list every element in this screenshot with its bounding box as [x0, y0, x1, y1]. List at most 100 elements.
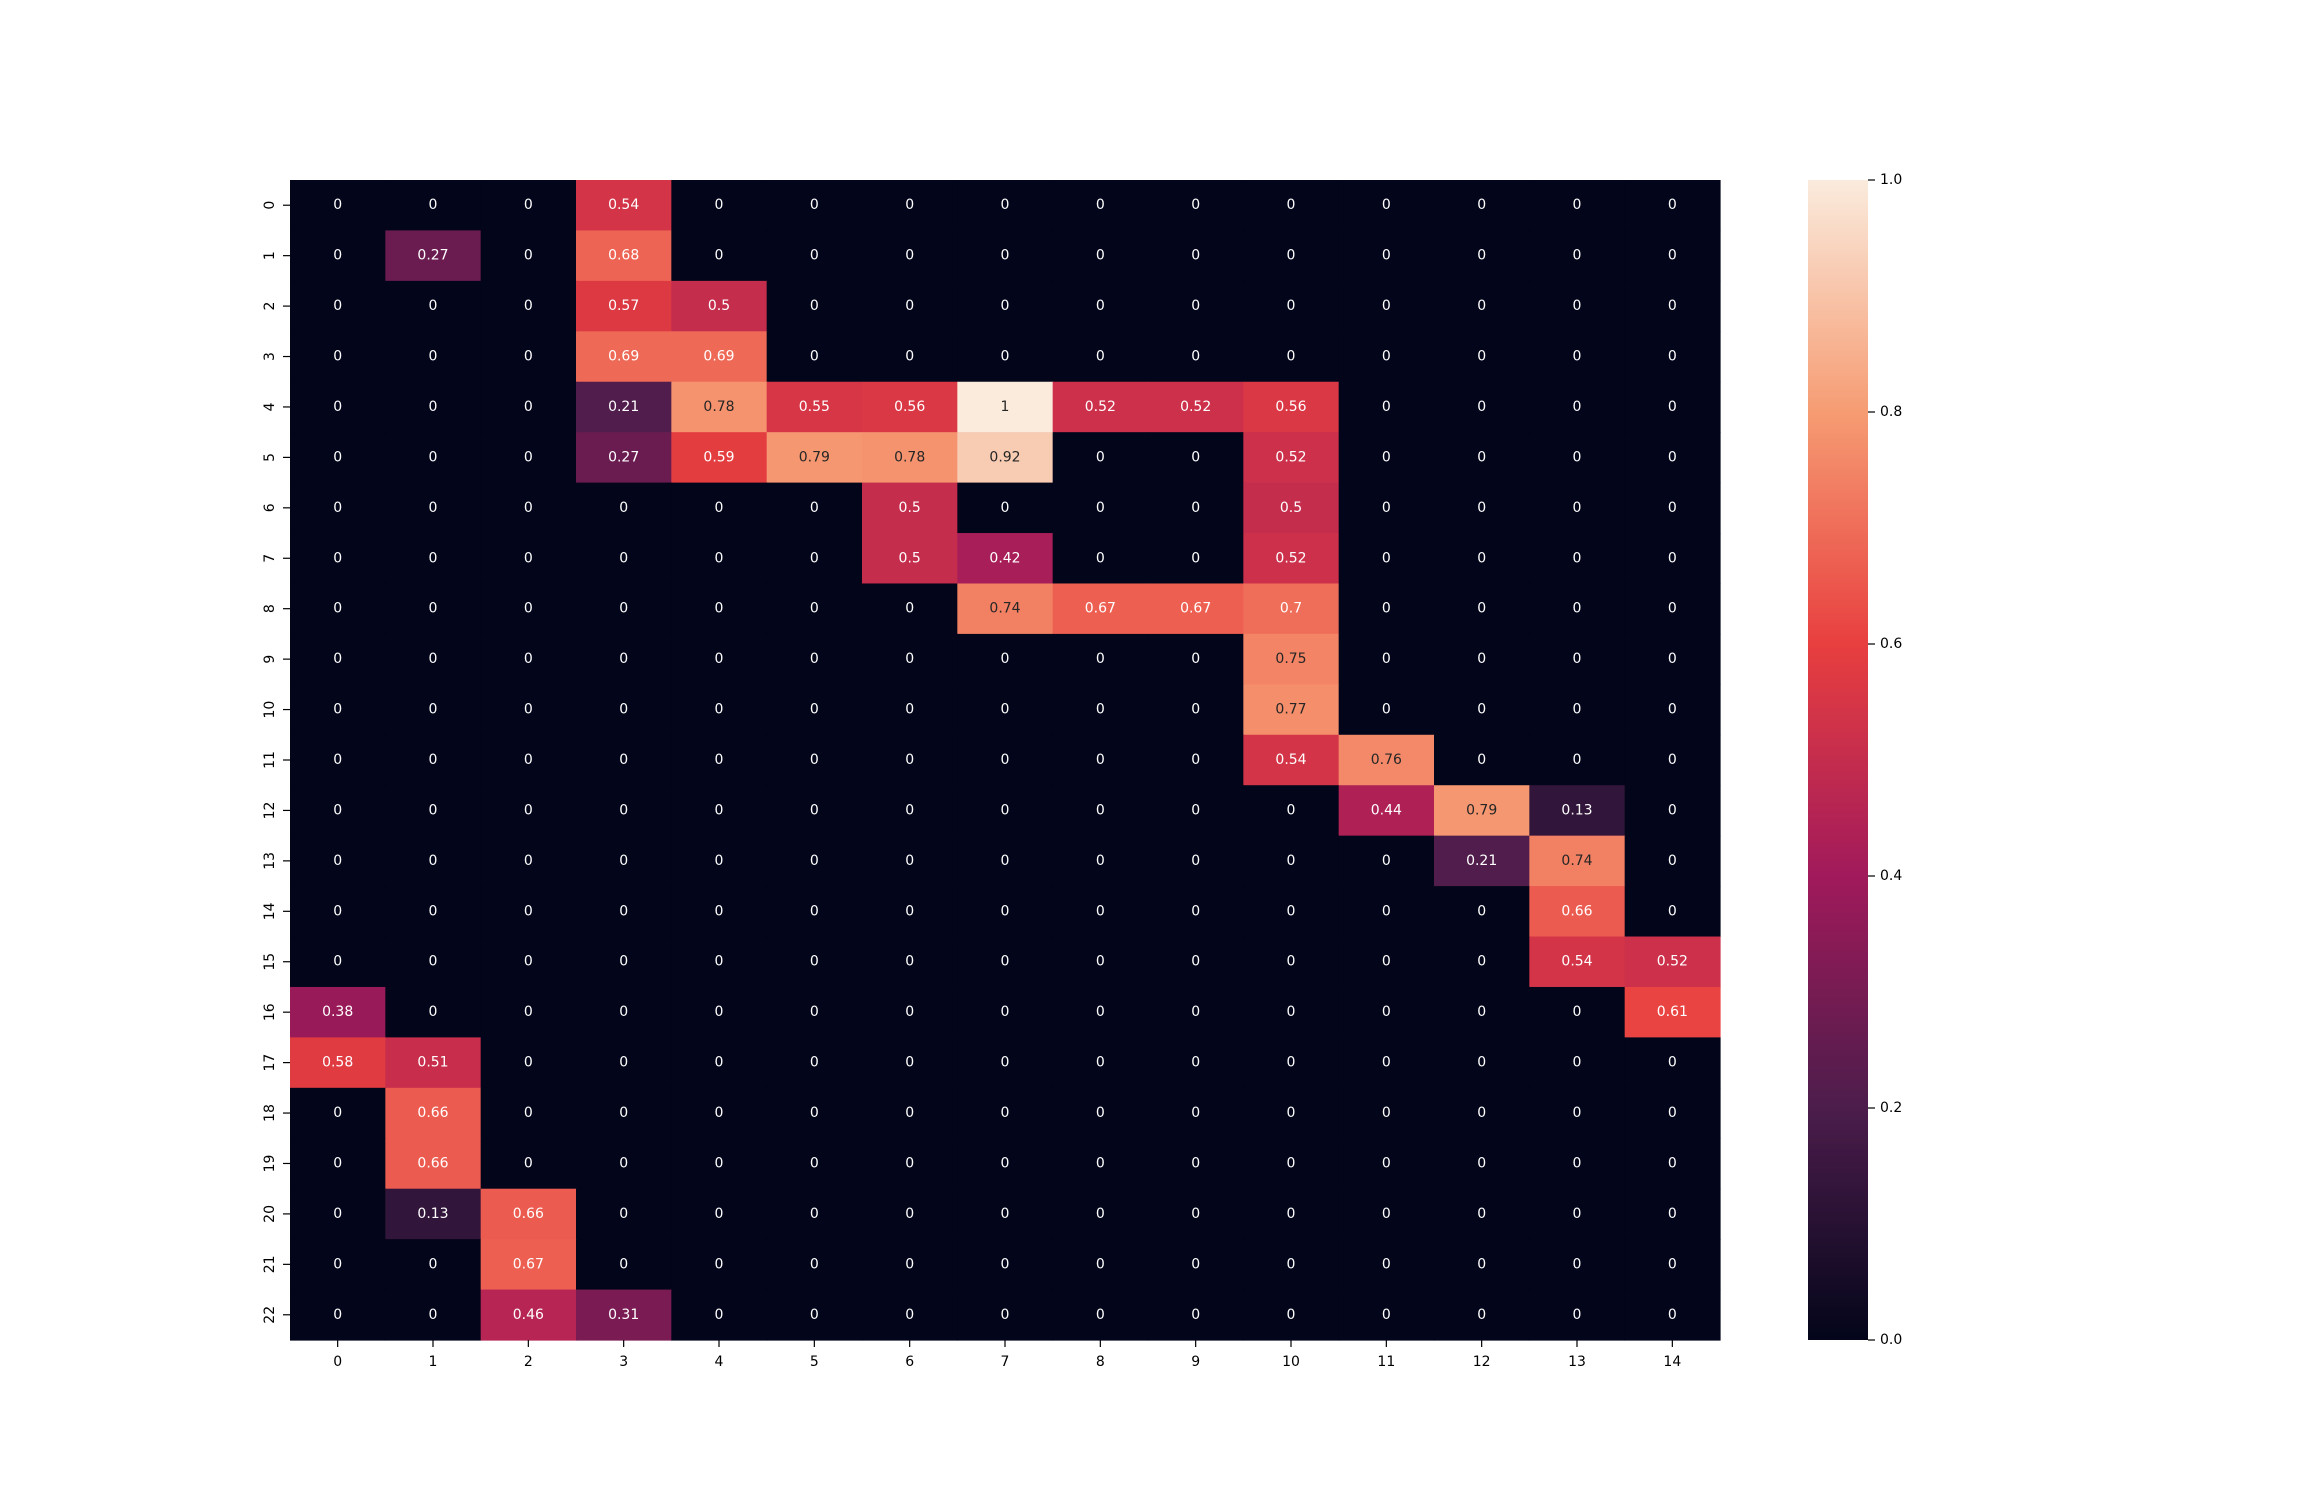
- heatmap-cell: [1338, 734, 1435, 786]
- cell-value-label: 0: [1001, 903, 1010, 919]
- heatmap-cell: [1148, 280, 1244, 332]
- heatmap-cell: [1052, 280, 1149, 332]
- heatmap-cell: [385, 986, 482, 1038]
- cell-value-label: 0: [1096, 651, 1105, 667]
- heatmap-cell: [480, 482, 577, 534]
- y-tick-label: 6: [262, 503, 278, 512]
- heatmap-cell: [1624, 835, 1721, 887]
- cell-value-label: 0: [1287, 349, 1296, 365]
- cell-value-label: 0: [1096, 1307, 1105, 1323]
- heatmap-cell: [1338, 533, 1435, 585]
- heatmap-cell: [1434, 280, 1530, 332]
- cell-value-label: 0: [429, 853, 438, 869]
- cell-value-label: 0: [1382, 298, 1391, 314]
- cell-value-label: 0: [810, 702, 819, 718]
- heatmap-cell: [1434, 633, 1530, 685]
- cell-value-label: 0: [1191, 802, 1200, 818]
- heatmap-cell: [1243, 936, 1340, 988]
- heatmap-cell: [1148, 1239, 1244, 1291]
- heatmap-cell: [1434, 180, 1530, 232]
- cell-value-label: 0: [905, 1105, 914, 1121]
- heatmap-cell: [1243, 1087, 1340, 1139]
- cell-value-label: 0: [715, 1055, 724, 1071]
- cell-value-label: 0.5: [1280, 500, 1302, 516]
- heatmap-cell: [862, 331, 958, 383]
- cell-value-label: 0: [1096, 349, 1105, 365]
- cell-value-label: 0: [1477, 903, 1486, 919]
- cell-value-label: 0.5: [708, 298, 730, 314]
- cell-value-label: 0: [1191, 1307, 1200, 1323]
- cell-value-label: 0: [1191, 550, 1200, 566]
- heatmap-cell: [576, 180, 672, 232]
- cell-value-label: 0: [1573, 1155, 1582, 1171]
- cell-value-label: 0.57: [608, 298, 639, 314]
- heatmap-cell: [385, 280, 482, 332]
- cell-value-label: 0: [810, 1256, 819, 1272]
- cell-value-label: 0: [1573, 1256, 1582, 1272]
- x-tick-label: 9: [1191, 1354, 1200, 1370]
- heatmap-cell: [1243, 986, 1340, 1038]
- cell-value-label: 0: [524, 903, 533, 919]
- cell-value-label: 0.55: [799, 399, 830, 415]
- heatmap-cell: [957, 1138, 1054, 1190]
- heatmap-cell: [1624, 482, 1721, 534]
- heatmap-cell: [671, 1239, 768, 1291]
- heatmap-cell: [1624, 180, 1721, 232]
- cell-value-label: 0.31: [608, 1307, 639, 1323]
- heatmap-cell: [1434, 936, 1530, 988]
- cell-value-label: 0: [905, 1155, 914, 1171]
- cell-value-label: 0: [1001, 349, 1010, 365]
- cell-value-label: 0: [333, 349, 342, 365]
- colorbar: 0.0 0.2 0.4 0.6 0.8 1.0: [1808, 172, 1902, 1348]
- cell-value-label: 0: [1477, 500, 1486, 516]
- heatmap-cell: [1624, 1087, 1721, 1139]
- heatmap-cell: [1243, 886, 1340, 938]
- heatmap-cell: [1243, 280, 1340, 332]
- heatmap-cell: [1624, 1289, 1721, 1341]
- heatmap-cell: [290, 633, 386, 685]
- heatmap-cell: [385, 1289, 482, 1341]
- heatmap-cell: [480, 180, 577, 232]
- heatmap-cell: [385, 886, 482, 938]
- heatmap-cell: [480, 986, 577, 1038]
- heatmap-cell: [766, 1087, 863, 1139]
- cell-value-label: 0.76: [1371, 752, 1402, 768]
- heatmap-cell: [1434, 331, 1530, 383]
- heatmap-cell: [385, 734, 482, 786]
- heatmap-cell: [1148, 1037, 1244, 1089]
- cell-value-label: 0: [1668, 752, 1677, 768]
- cell-value-label: 0: [333, 853, 342, 869]
- heatmap-cell: [1434, 785, 1530, 837]
- heatmap-cell: [576, 1289, 672, 1341]
- heatmap-cell: [1243, 785, 1340, 837]
- heatmap-cell: [1338, 1138, 1435, 1190]
- heatmap-cell: [1243, 734, 1340, 786]
- heatmap-cell: [480, 1289, 577, 1341]
- heatmap-cell: [1624, 734, 1721, 786]
- cell-value-label: 0.79: [1466, 802, 1497, 818]
- cell-value-label: 0.69: [608, 349, 639, 365]
- heatmap-cell: [862, 1239, 958, 1291]
- cell-value-label: 0: [1287, 903, 1296, 919]
- heatmap-cell: [1624, 381, 1721, 433]
- cell-value-label: 0: [1191, 752, 1200, 768]
- heatmap-cell: [957, 230, 1054, 282]
- heatmap-cell: [1148, 482, 1244, 534]
- heatmap-cell: [385, 432, 482, 484]
- cell-value-label: 0: [1096, 550, 1105, 566]
- cell-value-label: 0: [715, 1155, 724, 1171]
- cell-value-label: 0: [810, 853, 819, 869]
- cell-value-label: 0: [524, 449, 533, 465]
- cell-value-label: 0: [333, 1105, 342, 1121]
- heatmap-cell: [1052, 734, 1149, 786]
- cell-value-label: 0.5: [899, 550, 921, 566]
- heatmap-cell: [576, 835, 672, 887]
- cell-value-label: 0: [1382, 349, 1391, 365]
- heatmap-cell: [1529, 180, 1626, 232]
- heatmap-cell: [1529, 936, 1626, 988]
- cell-value-label: 0: [333, 197, 342, 213]
- heatmap-cell: [862, 381, 958, 433]
- heatmap-cell: [1243, 583, 1340, 635]
- heatmap-cell: [385, 1138, 482, 1190]
- cell-value-label: 0: [1573, 550, 1582, 566]
